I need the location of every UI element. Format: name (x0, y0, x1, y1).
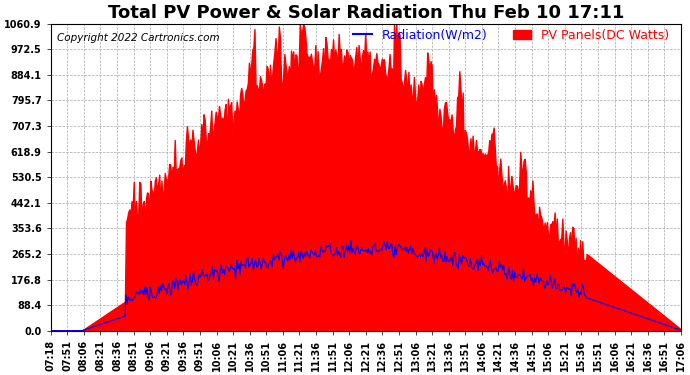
Text: Copyright 2022 Cartronics.com: Copyright 2022 Cartronics.com (57, 33, 219, 43)
Title: Total PV Power & Solar Radiation Thu Feb 10 17:11: Total PV Power & Solar Radiation Thu Feb… (108, 4, 624, 22)
Legend: Radiation(W/m2), PV Panels(DC Watts): Radiation(W/m2), PV Panels(DC Watts) (348, 24, 675, 47)
